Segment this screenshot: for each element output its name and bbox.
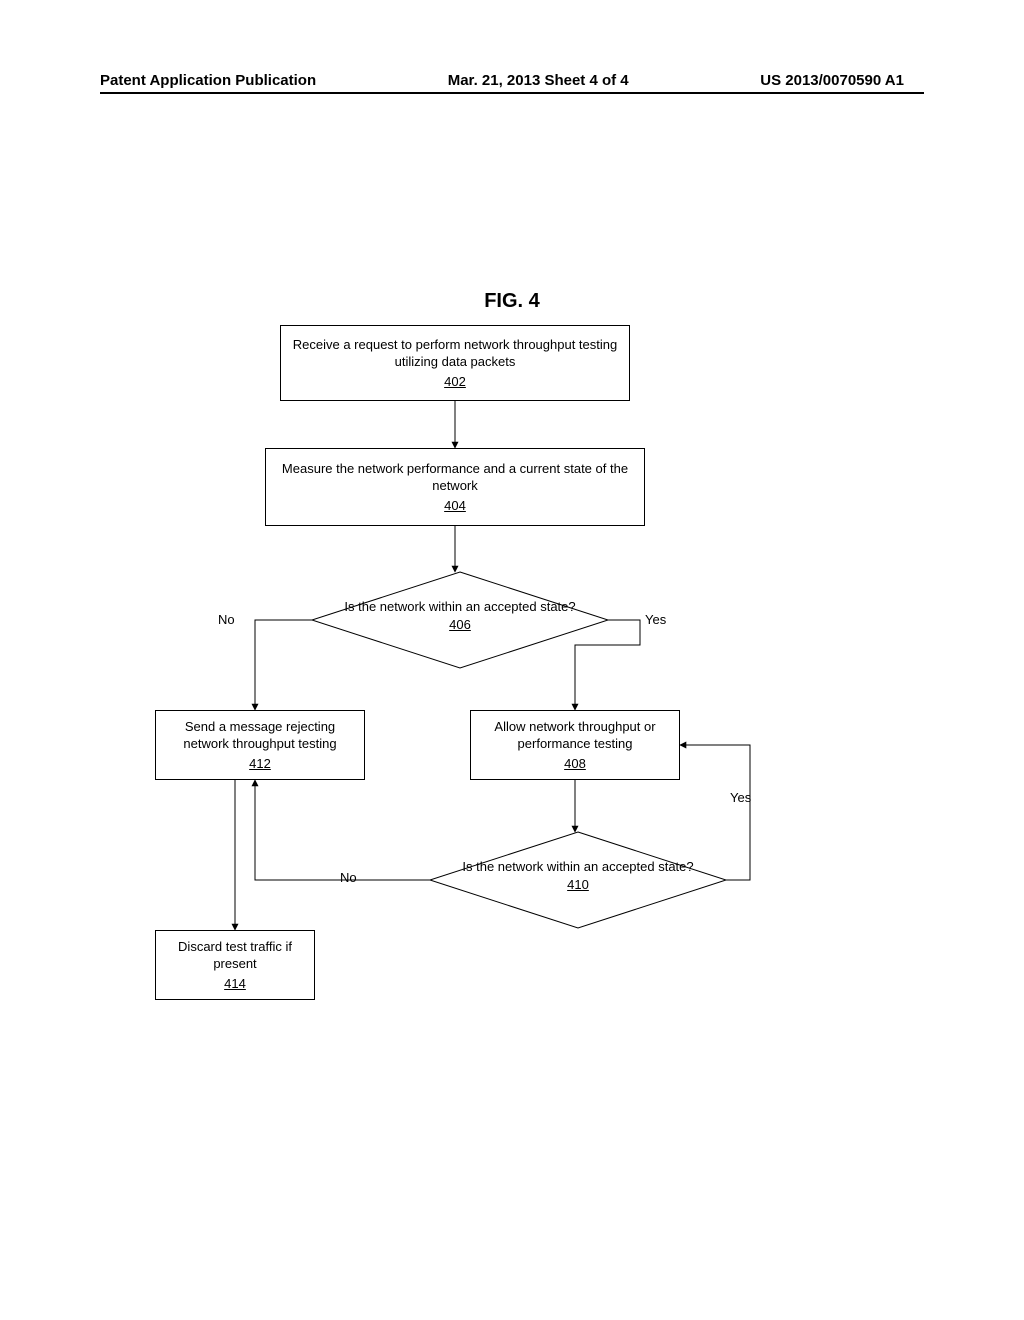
- edge: [255, 620, 312, 710]
- flowchart-process-414: Discard test traffic if present 414: [155, 930, 315, 1000]
- node-ref: 412: [249, 755, 271, 773]
- figure-title: FIG. 4: [0, 290, 1024, 313]
- header-center: Mar. 21, 2013 Sheet 4 of 4: [448, 72, 629, 89]
- edge-label: Yes: [645, 612, 666, 627]
- flowchart-process-412: Send a message rejecting network through…: [155, 710, 365, 780]
- node-ref: 414: [224, 975, 246, 993]
- node-text: Measure the network performance and a cu…: [276, 460, 634, 495]
- node-text: Discard test traffic if present: [166, 938, 304, 973]
- node-text: Is the network within an accepted state?…: [310, 598, 610, 633]
- node-ref: 410: [428, 876, 728, 894]
- node-text: Is the network within an accepted state?…: [428, 858, 728, 893]
- node-ref: 406: [310, 616, 610, 634]
- edge-label: No: [218, 612, 235, 627]
- node-text: Send a message rejecting network through…: [166, 718, 354, 753]
- node-text: Allow network throughput or performance …: [481, 718, 669, 753]
- flowchart-process-408: Allow network throughput or performance …: [470, 710, 680, 780]
- node-ref: 404: [444, 497, 466, 515]
- flowchart-process-404: Measure the network performance and a cu…: [265, 448, 645, 526]
- edge: [255, 780, 430, 880]
- node-ref: 408: [564, 755, 586, 773]
- header-left: Patent Application Publication: [100, 72, 316, 89]
- node-text: Receive a request to perform network thr…: [291, 336, 619, 371]
- flowchart-decision-406: Is the network within an accepted state?…: [310, 570, 610, 670]
- node-ref: 402: [444, 373, 466, 391]
- edge-label: No: [340, 870, 357, 885]
- edge-label: Yes: [730, 790, 751, 805]
- header-right: US 2013/0070590 A1: [760, 72, 904, 89]
- page-header: Patent Application Publication Mar. 21, …: [0, 72, 1024, 89]
- page-container: Patent Application Publication Mar. 21, …: [0, 0, 1024, 1320]
- flowchart-process-402: Receive a request to perform network thr…: [280, 325, 630, 401]
- flowchart-decision-410: Is the network within an accepted state?…: [428, 830, 728, 930]
- header-rule: [100, 92, 924, 94]
